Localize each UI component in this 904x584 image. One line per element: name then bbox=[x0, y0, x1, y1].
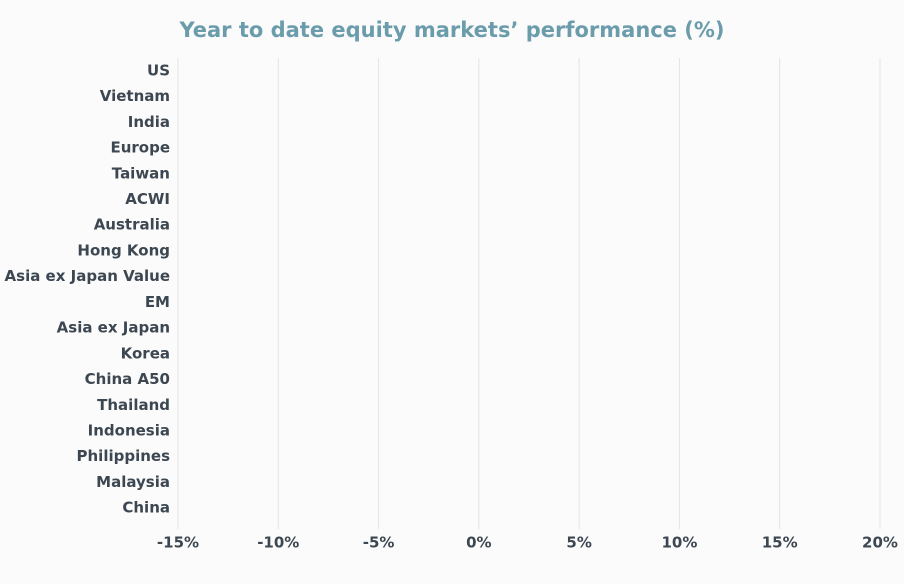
y-tick-label: Malaysia bbox=[96, 473, 170, 491]
y-tick-label: Thailand bbox=[97, 396, 170, 414]
x-tick-label: 20% bbox=[862, 534, 898, 552]
x-tick-label: -15% bbox=[157, 534, 199, 552]
x-tick-label: -10% bbox=[257, 534, 299, 552]
x-tick-label: 10% bbox=[661, 534, 697, 552]
y-tick-label: Europe bbox=[110, 139, 170, 157]
y-tick-label: Hong Kong bbox=[77, 241, 170, 259]
y-tick-label: Vietnam bbox=[100, 87, 170, 105]
y-tick-label: Korea bbox=[121, 344, 170, 362]
y-tick-label: Philippines bbox=[77, 447, 171, 465]
y-tick-label: Asia ex Japan bbox=[57, 319, 170, 337]
y-tick-label: Taiwan bbox=[112, 164, 170, 182]
y-tick-label: Australia bbox=[94, 216, 170, 234]
x-tick-label: -5% bbox=[363, 534, 395, 552]
y-tick-label: EM bbox=[145, 293, 170, 311]
x-tick-label: 15% bbox=[762, 534, 798, 552]
y-tick-label: Asia ex Japan Value bbox=[5, 267, 170, 285]
y-tick-label: China A50 bbox=[85, 370, 170, 388]
y-tick-label: India bbox=[128, 113, 170, 131]
chart-title: Year to date equity markets’ performance… bbox=[178, 18, 724, 42]
x-tick-label: 5% bbox=[566, 534, 591, 552]
y-tick-label: Indonesia bbox=[88, 421, 170, 439]
y-tick-label: US bbox=[147, 61, 170, 79]
y-tick-label: ACWI bbox=[125, 190, 170, 208]
x-tick-label: 0% bbox=[466, 534, 491, 552]
y-tick-label: China bbox=[122, 499, 170, 517]
